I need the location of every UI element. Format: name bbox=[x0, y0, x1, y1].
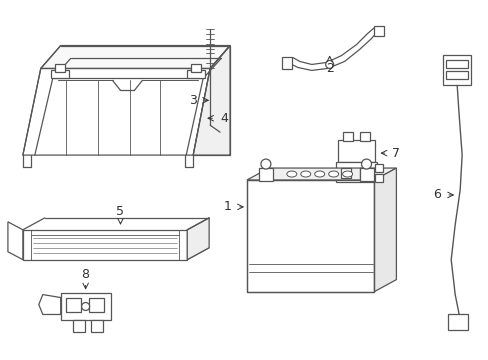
Bar bbox=[375, 174, 383, 182]
Bar bbox=[342, 132, 352, 141]
Bar bbox=[359, 132, 369, 141]
Bar bbox=[73, 320, 84, 332]
Bar bbox=[375, 164, 383, 172]
Polygon shape bbox=[23, 68, 210, 155]
Polygon shape bbox=[374, 168, 396, 292]
Bar bbox=[359, 168, 373, 181]
Bar bbox=[442, 55, 470, 85]
Bar bbox=[90, 320, 102, 332]
Ellipse shape bbox=[314, 171, 324, 177]
Polygon shape bbox=[23, 248, 209, 260]
Bar bbox=[65, 298, 81, 312]
Bar bbox=[446, 60, 467, 68]
Circle shape bbox=[325, 60, 333, 68]
Bar bbox=[281, 58, 291, 69]
Polygon shape bbox=[246, 168, 396, 180]
Bar bbox=[55, 64, 64, 72]
Bar bbox=[374, 26, 384, 36]
Circle shape bbox=[81, 302, 89, 310]
Circle shape bbox=[261, 159, 270, 169]
Polygon shape bbox=[39, 294, 61, 315]
Text: 2: 2 bbox=[325, 62, 333, 75]
Bar bbox=[61, 293, 110, 320]
Text: 8: 8 bbox=[81, 268, 89, 281]
Polygon shape bbox=[8, 222, 23, 260]
Polygon shape bbox=[41, 45, 229, 68]
Bar bbox=[446, 71, 467, 80]
Bar bbox=[447, 315, 467, 330]
Text: 6: 6 bbox=[432, 188, 440, 202]
Bar bbox=[191, 64, 201, 72]
Text: 3: 3 bbox=[189, 94, 197, 107]
Bar bbox=[187, 71, 205, 78]
Bar bbox=[246, 180, 374, 292]
Text: 7: 7 bbox=[391, 147, 400, 159]
Ellipse shape bbox=[286, 171, 296, 177]
Ellipse shape bbox=[328, 171, 338, 177]
Ellipse shape bbox=[300, 171, 310, 177]
Bar bbox=[337, 140, 375, 162]
Bar bbox=[23, 230, 187, 260]
Bar bbox=[88, 298, 103, 312]
Bar bbox=[259, 168, 272, 181]
Ellipse shape bbox=[342, 171, 352, 177]
Polygon shape bbox=[289, 28, 377, 71]
Polygon shape bbox=[193, 45, 229, 155]
Text: 4: 4 bbox=[220, 112, 227, 125]
Text: 1: 1 bbox=[224, 201, 231, 213]
Text: 5: 5 bbox=[116, 205, 124, 219]
Bar bbox=[335, 162, 377, 182]
Bar bbox=[246, 180, 374, 292]
Bar bbox=[340, 168, 350, 178]
Bar bbox=[359, 168, 369, 178]
Polygon shape bbox=[187, 218, 209, 260]
Circle shape bbox=[361, 159, 371, 169]
Bar bbox=[51, 71, 68, 78]
